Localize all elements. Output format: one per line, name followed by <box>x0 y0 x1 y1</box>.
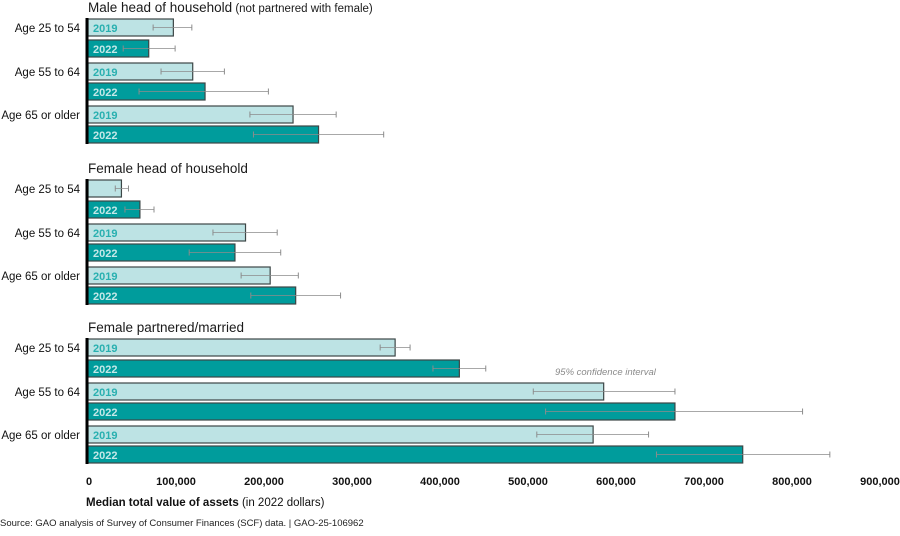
bar-year-label: 2022 <box>93 450 117 462</box>
x-tick-label: 200,000 <box>244 476 284 488</box>
bar-year-label: 2019 <box>93 271 117 283</box>
bar-2022 <box>87 359 460 378</box>
panel-title: Female partnered/married <box>88 320 244 335</box>
x-tick-label: 500,000 <box>508 476 548 488</box>
x-axis-title: Median total value of assets (in 2022 do… <box>86 497 325 509</box>
bar-year-label: 2019 <box>93 23 117 35</box>
bar-2019 <box>87 382 605 401</box>
group-label: Age 65 or older <box>1 271 80 283</box>
bar-year-label: 2022 <box>93 130 117 142</box>
x-tick-label: 800,000 <box>772 476 812 488</box>
ci-annotation: 95% confidence interval <box>555 367 657 378</box>
bar-year-label: 2019 <box>93 110 117 122</box>
bar-year-label: 2019 <box>93 387 117 399</box>
panel-title: Male head of household (not partnered wi… <box>88 0 373 15</box>
group-label: Age 25 to 54 <box>15 343 81 355</box>
group-label: Age 25 to 54 <box>15 23 81 35</box>
bar-year-label: 2019 <box>93 228 117 240</box>
bar-year-label: 2022 <box>93 87 117 99</box>
panel-axis-line <box>85 338 89 464</box>
bar-year-label: 2022 <box>93 44 117 56</box>
x-tick-label: 100,000 <box>156 476 196 488</box>
group-label: Age 65 or older <box>1 110 80 122</box>
x-tick-label: 700,000 <box>684 476 724 488</box>
bar-year-label: 2022 <box>93 364 117 376</box>
x-tick-label: 900,000 <box>860 476 900 488</box>
group-label: Age 25 to 54 <box>15 184 81 196</box>
panel-title: Female head of household <box>88 161 248 176</box>
bar-year-label: 2022 <box>93 407 117 419</box>
x-tick-label: 600,000 <box>596 476 636 488</box>
x-tick-label: 400,000 <box>420 476 460 488</box>
source-note: Source: GAO analysis of Survey of Consum… <box>0 518 364 529</box>
group-label: Age 55 to 64 <box>15 228 81 240</box>
bar-year-label: 2019 <box>93 343 117 355</box>
bar-year-label: 2022 <box>93 248 117 260</box>
bar-2019 <box>87 338 396 357</box>
bar-year-label: 2019 <box>93 430 117 442</box>
bar-2022 <box>87 445 744 464</box>
bar-year-label: 2022 <box>93 205 117 217</box>
bar-year-label: 2022 <box>93 291 117 303</box>
group-label: Age 65 or older <box>1 430 80 442</box>
panel-axis-line <box>85 179 89 305</box>
x-tick-label: 0 <box>86 476 92 488</box>
panel-axis-line <box>85 18 89 144</box>
group-label: Age 55 to 64 <box>15 387 81 399</box>
group-label: Age 55 to 64 <box>15 67 81 79</box>
bar-2019 <box>87 425 594 444</box>
x-tick-label: 300,000 <box>332 476 372 488</box>
bar-year-label: 2019 <box>93 67 117 79</box>
